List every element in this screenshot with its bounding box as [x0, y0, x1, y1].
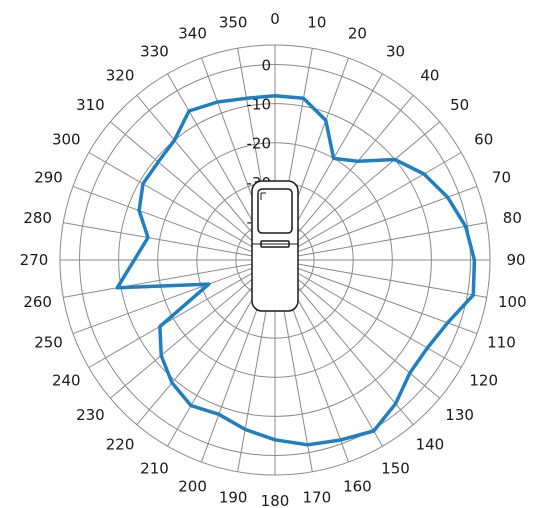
- angle-tick-label: 340: [178, 25, 207, 43]
- grid-spoke: [109, 121, 276, 261]
- angle-tick-label: 160: [343, 477, 372, 495]
- angle-tick-label: 190: [219, 488, 248, 506]
- grid-spoke: [109, 259, 276, 399]
- grid-spoke: [274, 152, 462, 261]
- angle-tick-label: 80: [503, 209, 522, 227]
- angle-tick-label: 20: [348, 25, 367, 43]
- grid-spoke: [63, 259, 276, 298]
- angle-tick-label: 260: [23, 293, 52, 311]
- grid-spoke: [274, 259, 478, 335]
- angle-tick-label: 330: [140, 42, 169, 60]
- series-layer: [115, 94, 477, 447]
- grid-spoke: [88, 259, 276, 368]
- angle-tick-label: 130: [445, 406, 474, 424]
- grid-spoke: [274, 259, 462, 368]
- radial-tick-label: -20: [247, 135, 272, 153]
- angle-tick-label: 220: [106, 436, 135, 454]
- grid-spoke: [72, 185, 276, 261]
- series-line: [115, 94, 477, 447]
- angle-tick-label: 210: [140, 460, 169, 478]
- grid-spoke: [72, 259, 276, 335]
- grid-spoke: [63, 222, 276, 261]
- angle-tick-label: 350: [219, 14, 248, 32]
- angle-tick-label: 170: [303, 488, 332, 506]
- angle-tick-label: 300: [52, 131, 81, 149]
- angle-tick-label: 30: [386, 42, 405, 60]
- angle-tick-label: 110: [487, 333, 516, 351]
- angle-tick-label: 150: [381, 460, 410, 478]
- grid-spoke: [274, 259, 441, 399]
- angle-tick-label: 250: [34, 333, 63, 351]
- grid-spoke: [274, 121, 441, 261]
- grid-spoke: [88, 152, 276, 261]
- angle-tick-label: 120: [469, 372, 498, 390]
- angle-tick-label: 230: [76, 406, 105, 424]
- angle-tick-label: 200: [178, 477, 207, 495]
- angle-tick-label: 100: [498, 293, 527, 311]
- angle-tick-label: 0: [270, 10, 280, 28]
- radial-tick-label: 0: [261, 57, 271, 75]
- angle-tick-label: 40: [420, 66, 439, 84]
- grid-spoke: [274, 185, 478, 261]
- angle-tick-label: 70: [492, 169, 511, 187]
- angle-tick-label: 320: [106, 66, 135, 84]
- grid-spoke: [274, 222, 487, 261]
- angle-tick-label: 140: [416, 436, 445, 454]
- flip-phone-icon: [251, 180, 299, 312]
- angle-tick-label: 310: [76, 96, 105, 114]
- angle-tick-label: 180: [261, 492, 290, 508]
- angle-tick-label: 280: [23, 209, 52, 227]
- radial-tick-label: -10: [247, 96, 272, 114]
- angle-tick-label: 50: [450, 96, 469, 114]
- grid-spoke: [274, 259, 487, 298]
- angle-tick-label: 90: [506, 251, 525, 269]
- angle-tick-label: 270: [20, 251, 49, 269]
- angle-tick-label: 240: [52, 372, 81, 390]
- angle-tick-label: 60: [474, 131, 493, 149]
- angle-tick-label: 10: [307, 14, 326, 32]
- angle-tick-label: 290: [34, 169, 63, 187]
